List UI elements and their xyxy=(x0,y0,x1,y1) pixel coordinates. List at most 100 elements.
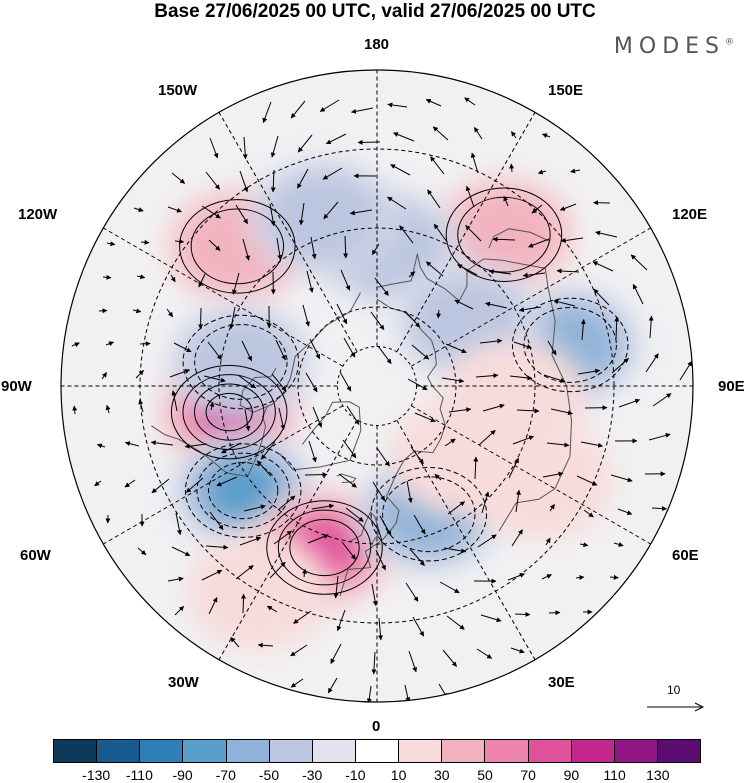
wind-arrow xyxy=(96,443,106,449)
anomaly-contour xyxy=(277,509,372,586)
wind-arrow xyxy=(446,615,465,630)
label-lon-150w: 150W xyxy=(158,82,198,99)
wind-arrow xyxy=(404,684,411,702)
wind-arrow xyxy=(480,614,502,623)
wind-arrow xyxy=(167,206,182,213)
wind-arrow xyxy=(135,369,144,379)
colorbar-tick-label: -50 xyxy=(258,767,280,783)
wind-arrow xyxy=(306,270,314,293)
anomaly-contour xyxy=(194,324,288,400)
wind-arrow xyxy=(304,472,328,478)
label-lon-120w: 120W xyxy=(18,206,58,223)
colorbar-tick-label: 10 xyxy=(390,767,407,783)
lat-lon-grid xyxy=(61,70,693,702)
wind-arrow xyxy=(136,274,146,280)
wind-arrow xyxy=(465,185,475,208)
wind-arrow xyxy=(269,203,276,227)
wind-arrow xyxy=(277,495,296,511)
wind-arrow xyxy=(298,202,305,226)
colorbar-swatch xyxy=(312,740,356,762)
wind-arrow xyxy=(243,504,266,512)
wind-arrow xyxy=(339,371,352,392)
wind-arrow xyxy=(510,647,525,654)
coastline-segment xyxy=(339,298,446,597)
wind-arrow xyxy=(184,443,208,449)
label-lon-180: 180 xyxy=(364,36,390,53)
wind-arrow xyxy=(430,156,445,175)
wind-arrow xyxy=(366,685,372,702)
wind-arrow xyxy=(507,573,525,581)
wind-arrow xyxy=(414,412,436,423)
wind-arrow xyxy=(346,405,360,425)
vector-scale-legend: 10 xyxy=(645,683,705,723)
wind-arrow xyxy=(457,264,478,276)
wind-arrow xyxy=(260,441,276,460)
wind-arrow xyxy=(305,372,318,393)
wind-arrow xyxy=(614,316,620,340)
wind-arrow xyxy=(408,271,416,278)
wind-arrow xyxy=(387,196,407,210)
wind-arrow xyxy=(445,343,467,354)
anomaly-level xyxy=(388,397,536,517)
wind-arrow xyxy=(448,407,472,413)
wind-arrow xyxy=(407,378,428,391)
colorbar-swatch xyxy=(97,740,141,762)
modes-logo: MODES® xyxy=(614,34,734,59)
wind-arrow xyxy=(531,204,543,214)
wind-arrow xyxy=(377,345,392,365)
wind-arrow xyxy=(138,399,144,413)
wind-arrow xyxy=(546,442,570,448)
vector-scale-arrow xyxy=(647,702,705,712)
wind-arrow xyxy=(302,304,310,327)
wind-arrow xyxy=(632,283,644,305)
wind-arrow xyxy=(336,609,346,632)
wind-arrow xyxy=(232,272,240,295)
anomaly-contour xyxy=(196,452,290,529)
colorbar-swatch xyxy=(399,740,443,762)
wind-arrow xyxy=(404,310,421,328)
wind-arrow xyxy=(409,548,425,566)
wind-arrow xyxy=(293,610,312,624)
wind-arrow xyxy=(648,315,654,339)
wind-arrow xyxy=(290,100,306,119)
wind-arrow xyxy=(559,203,577,211)
wind-arrow xyxy=(171,172,186,184)
colorbar-tick-label: -110 xyxy=(125,767,153,783)
anomaly-contour xyxy=(182,314,300,410)
anomaly-field xyxy=(155,157,644,651)
wind-arrow xyxy=(175,512,182,536)
wind-arrow xyxy=(302,568,307,578)
wind-arrow xyxy=(547,340,557,356)
wind-arrow xyxy=(679,360,693,381)
label-lon-0: 0 xyxy=(372,718,381,735)
wind-arrow xyxy=(371,243,380,256)
colorbar-swatch xyxy=(571,740,615,762)
vector-scale-value: 10 xyxy=(667,683,681,697)
wind-arrow xyxy=(173,342,192,353)
wind-arrow xyxy=(652,393,672,407)
wind-arrow xyxy=(345,507,364,522)
wind-arrow xyxy=(477,534,497,548)
wind-arrow xyxy=(399,225,414,244)
latitude-circle xyxy=(218,227,536,545)
wind-arrow xyxy=(375,549,386,571)
wind-arrow xyxy=(208,239,221,251)
wind-arrow xyxy=(171,390,178,412)
wind-arrow xyxy=(473,126,483,140)
wind-arrow xyxy=(464,97,476,106)
colorbar-tick-label: 130 xyxy=(646,767,670,783)
colorbar-swatch xyxy=(54,740,98,762)
anomaly-contour xyxy=(289,518,360,577)
wind-arrow xyxy=(140,239,150,245)
wind-arrow xyxy=(580,319,586,341)
wind-arrow xyxy=(278,407,286,430)
wind-arrow xyxy=(216,476,238,487)
anomaly-contour xyxy=(184,443,302,538)
anomaly-contour xyxy=(511,297,629,393)
wind-vectors xyxy=(71,97,693,702)
anomaly-contour xyxy=(370,466,488,562)
anomaly-contour xyxy=(170,364,288,460)
wind-arrow xyxy=(473,456,479,480)
wind-arrow xyxy=(98,308,108,314)
wind-arrow xyxy=(439,581,460,594)
